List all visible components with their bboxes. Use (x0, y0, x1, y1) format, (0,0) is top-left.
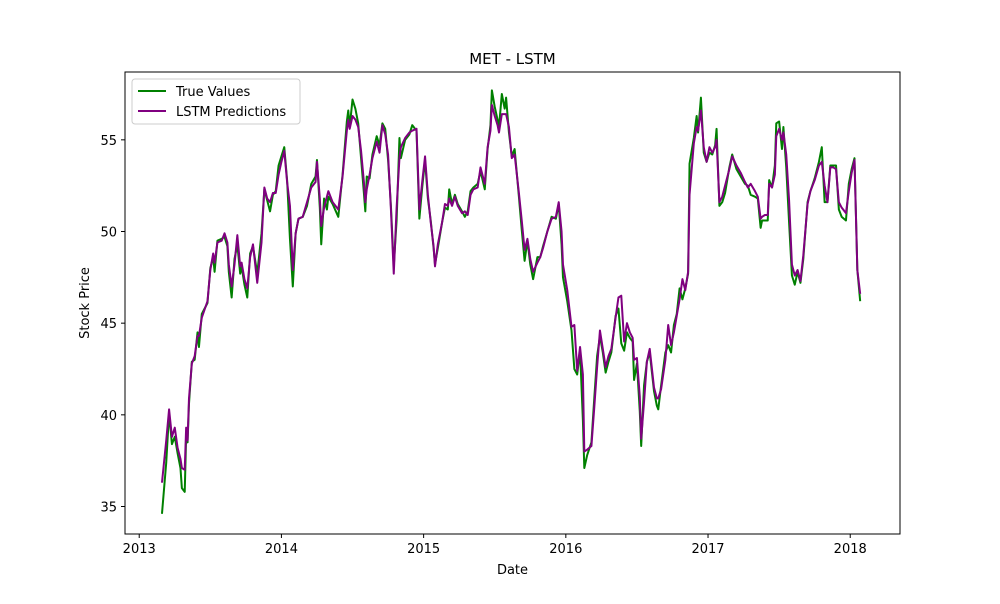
legend-box (131, 78, 301, 125)
y-tick-label: 35 (100, 501, 117, 516)
y-tick-label: 55 (100, 134, 117, 149)
x-tick-label: 2017 (691, 542, 724, 557)
y-tick-label: 40 (100, 409, 117, 424)
x-tick-label: 2016 (549, 542, 582, 557)
axes-frame (124, 71, 901, 535)
y-axis: 35 40 45 50 55 (100, 134, 125, 516)
x-tick-label: 2015 (407, 542, 440, 557)
legend-label-lstm-predictions: LSTM Predictions (176, 105, 286, 120)
chart-title: MET - LSTM (469, 50, 556, 68)
x-tick-label: 2014 (265, 542, 298, 557)
legend-label-true-values: True Values (175, 85, 250, 100)
series-line-lstm-predictions (160, 104, 862, 483)
x-tick-label: 2018 (834, 542, 867, 557)
y-tick-label: 50 (100, 226, 117, 241)
y-axis-label: Stock Price (78, 267, 93, 339)
legend: True Values LSTM Predictions (131, 78, 301, 125)
x-axis: 2013 2014 2015 2016 2017 2018 (123, 534, 867, 557)
y-tick-label: 45 (100, 317, 117, 332)
x-axis-label: Date (497, 563, 528, 578)
x-tick-label: 2013 (123, 542, 156, 557)
plot-lines (160, 89, 862, 514)
